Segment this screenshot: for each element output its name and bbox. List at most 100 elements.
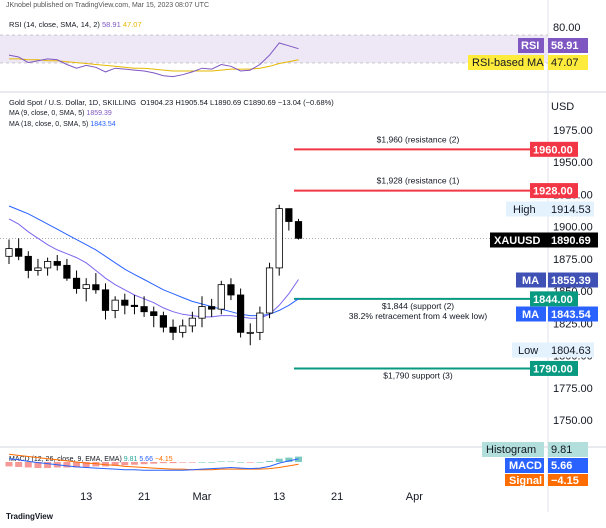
candle-body <box>208 306 216 310</box>
low-tag-label: Low <box>518 345 538 357</box>
candle-body <box>198 306 206 319</box>
candle-body <box>111 299 119 311</box>
high-value-tag-label: 1914.53 <box>551 204 591 216</box>
macd-histogram-bar <box>159 462 167 464</box>
macd-histogram-bar <box>266 460 274 462</box>
ma9-value-tag <box>548 272 598 288</box>
level-lines: $1,960 (resistance (2) 1960.00 $1,928 (res… <box>294 134 578 380</box>
macd-histogram-bar <box>256 462 264 463</box>
macd-histogram-bar <box>73 462 81 468</box>
level-label: $1,790 support (3) <box>383 370 453 380</box>
time-tick-label: 21 <box>331 491 343 503</box>
ma18-tag <box>516 306 546 322</box>
level-label-secondary: 38.2% retracement from 4 week low) <box>349 311 488 321</box>
histogram-tag <box>482 442 544 457</box>
price-tick-label: 1875.00 <box>553 254 593 266</box>
candles <box>5 204 303 346</box>
price-pane[interactable]: USD 1975.001950.001925.001900.001875.001… <box>0 101 598 427</box>
ma18-tag-label: MA <box>522 309 539 321</box>
candle-body <box>236 294 245 333</box>
candle-body <box>92 284 100 291</box>
rsi-ma-value-tag-label: 47.07 <box>551 57 579 69</box>
rsi-value-tag-label: 58.91 <box>551 40 579 52</box>
signal-value-tag-label: −4.15 <box>551 475 579 487</box>
candle-body <box>53 261 61 266</box>
tradingview-logo: TradingView <box>6 512 53 521</box>
candle-body <box>265 267 274 314</box>
rsi-ma-value-tag <box>548 55 588 70</box>
time-tick-label: 21 <box>138 491 150 503</box>
signal-tag <box>505 474 544 486</box>
macd-legend-label: MACD (12, 26, close, 9, EMA, EMA) <box>9 456 122 463</box>
macd-histogram-bar <box>82 462 90 467</box>
macd-histogram-bar <box>5 462 13 467</box>
rsi-ma-line <box>9 58 299 72</box>
macd-histogram-bar <box>34 462 42 469</box>
candle-body <box>294 221 303 239</box>
low-tag <box>512 342 548 358</box>
ohlc-values: O1904.23 H1905.54 L1890.69 C1890.69 −13.… <box>140 98 334 107</box>
ma9-legend: MA (9, close, 0, SMA, 5) 1859.39 <box>9 110 112 117</box>
macd-histogram-bar <box>15 462 23 467</box>
last-price-tag-label: 1890.69 <box>551 235 591 247</box>
price-tick-label: 1775.00 <box>553 383 593 395</box>
ma18-line <box>8 205 299 317</box>
time-axis: 13 21 Mar 13 21 Apr <box>80 491 423 503</box>
candle-body <box>275 208 283 269</box>
level-label: $1,960 (resistance (2) <box>377 134 460 144</box>
candle-body <box>159 315 167 328</box>
rsi-legend: RSI (14, close, SMA, 14, 2) 58.91 47.07 <box>9 20 142 29</box>
macd-histogram-bar <box>198 462 206 463</box>
candle-body <box>246 331 254 334</box>
ma9-value-tag-label: 1859.39 <box>551 275 591 287</box>
level-label: $1,844 (support (2) <box>382 301 454 311</box>
signal-value-tag <box>548 474 588 486</box>
level-label: $1,928 (resistance (1) <box>377 176 460 186</box>
macd-histogram-bar <box>169 462 177 464</box>
candle-body <box>217 284 225 310</box>
ma9-tag <box>516 272 546 288</box>
high-tag-label: High <box>513 204 536 216</box>
candle-body <box>24 255 32 271</box>
candle-body <box>63 264 71 279</box>
macd-signal-legend-value: −4.15 <box>154 456 173 463</box>
candle-body <box>227 284 235 296</box>
macd-line-legend-value: 5.66 <box>139 456 153 463</box>
attribution-text: JKnobel published on TradingView.com, Ma… <box>6 2 209 9</box>
symbol-tag-label: XAUUSD <box>494 235 541 247</box>
ma9-legend-value: 1859.39 <box>86 110 112 117</box>
low-value-tag-label: 1804.63 <box>551 345 591 357</box>
ma18-legend-label: MA (18, close, 0, SMA, 5) <box>9 121 89 128</box>
rsi-ma-tag <box>468 55 544 70</box>
histogram-tag-label: Histogram <box>486 444 536 456</box>
candle-body <box>140 306 148 313</box>
macd-histogram-bar <box>150 462 158 464</box>
level-price-tag <box>530 291 578 307</box>
level-price-tag-label: 1790.00 <box>533 363 573 375</box>
rsi-tag <box>518 38 544 53</box>
ma18-value-tag-label: 1843.54 <box>551 309 592 321</box>
rsi-ma-legend-value: 47.07 <box>122 20 142 29</box>
macd-histogram-bar <box>44 462 52 469</box>
time-tick-label: 13 <box>273 491 285 503</box>
signal-tag-label: Signal <box>509 475 542 487</box>
macd-histogram-bar <box>130 462 138 465</box>
time-tick-label: Apr <box>406 491 423 503</box>
last-price-tag <box>548 232 598 248</box>
macd-histogram-bar <box>111 462 119 466</box>
time-tick-label: 13 <box>80 491 92 503</box>
candle-body <box>101 289 110 311</box>
rsi-pane: 80.00 RSI 58.91 RSI-based MA 47.07 <box>0 22 588 78</box>
symbol-header: Gold Spot / U.S. Dollar, 1D, SKILLING O1… <box>9 98 334 107</box>
macd-histogram-bar <box>140 462 148 465</box>
level-price-tag-label: 1928.00 <box>533 186 573 198</box>
macd-histogram-bar <box>24 462 32 468</box>
candle-body <box>15 248 23 257</box>
ma9-line <box>8 218 299 319</box>
price-tick-label: 1750.00 <box>553 415 593 427</box>
macd-legend: MACD (12, 26, close, 9, EMA, EMA) 9.81 5… <box>9 456 173 463</box>
high-tag <box>506 201 548 217</box>
ma18-legend-value: 1843.54 <box>90 121 116 128</box>
symbol-title: Gold Spot / U.S. Dollar, 1D, SKILLING <box>9 98 137 107</box>
